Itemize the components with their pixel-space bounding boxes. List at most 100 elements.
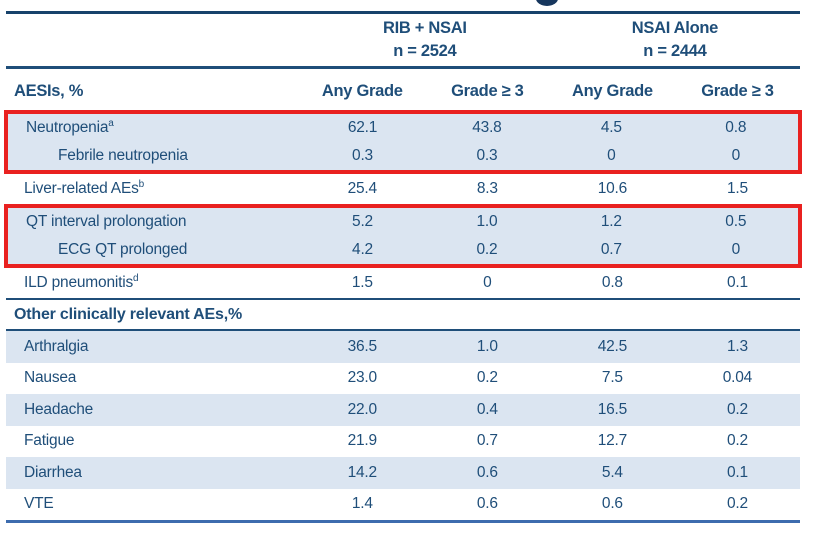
cell-value: 0.2 xyxy=(726,432,748,450)
section-divider-rule xyxy=(6,329,800,331)
cell-value: 23.0 xyxy=(347,369,378,387)
table-row: Neutropeniaa 62.1 43.8 4.5 0.8 xyxy=(8,114,798,142)
cell-value: 12.7 xyxy=(597,432,628,450)
row-label: Headache xyxy=(6,401,300,419)
table-row: VTE 1.4 0.6 0.6 0.2 xyxy=(6,488,800,520)
row-label: ECG QT prolonged xyxy=(8,241,300,259)
highlight-box-neutropenia: Neutropeniaa 62.1 43.8 4.5 0.8 Febrile n… xyxy=(4,110,802,174)
header-divider-rule xyxy=(6,66,800,69)
cell-value: 43.8 xyxy=(472,119,502,136)
cell-value: 0.2 xyxy=(476,241,498,258)
cell-value: 16.5 xyxy=(597,400,628,418)
group-n: n = 2444 xyxy=(643,42,707,60)
cell-value: 0.6 xyxy=(601,495,623,513)
cell-value: 8.3 xyxy=(476,180,498,197)
table-group-header-row: RIB + NSAI n = 2524 NSAI Alone n = 2444 xyxy=(6,14,800,66)
footnote-marker: d xyxy=(133,272,139,284)
cell-value: 21.9 xyxy=(347,432,378,450)
table-row: Fatigue 21.9 0.7 12.7 0.2 xyxy=(6,425,800,457)
row-label: Nausea xyxy=(6,369,300,387)
cell-value: 1.0 xyxy=(476,337,498,355)
row-label: Arthralgia xyxy=(6,338,300,356)
row-label: QT interval prolongation xyxy=(8,213,300,231)
row-label: VTE xyxy=(6,495,300,513)
group-n: n = 2524 xyxy=(393,42,457,60)
column-header-any-grade-1: Any Grade xyxy=(321,82,403,101)
table-row: Headache 22.0 0.4 16.5 0.2 xyxy=(6,394,800,426)
table-row: ECG QT prolonged 4.2 0.2 0.7 0 xyxy=(8,236,798,264)
cell-value: 62.1 xyxy=(347,119,378,136)
row-label: ILD pneumonitisd xyxy=(6,272,300,292)
cell-value: 4.2 xyxy=(352,241,373,258)
cell-value: 0.04 xyxy=(722,369,753,387)
column-header-grade3-1: Grade ≥ 3 xyxy=(451,82,524,101)
row-label-text: Nausea xyxy=(24,369,77,387)
row-label-text: Liver-related AEs xyxy=(24,180,139,197)
footnote-marker: b xyxy=(138,178,145,190)
cell-value: 0.6 xyxy=(476,495,498,513)
cell-value: 5.4 xyxy=(601,463,623,481)
cell-value: 0.3 xyxy=(352,147,373,164)
row-label-text: ILD pneumonitis xyxy=(24,274,134,291)
column-header-any-grade-2: Any Grade xyxy=(572,82,653,101)
cell-value: 7.5 xyxy=(601,369,623,387)
section-divider-rule xyxy=(6,298,800,300)
aesi-table: RIB + NSAI n = 2524 NSAI Alone n = 2444 … xyxy=(4,11,802,523)
column-header-row: AESIs, % Any Grade Grade ≥ 3 Any Grade G… xyxy=(6,69,800,111)
cell-value: 0.2 xyxy=(726,400,748,418)
row-label: Febrile neutropenia xyxy=(8,147,300,165)
cell-value: 0 xyxy=(483,274,492,291)
cell-value: 1.4 xyxy=(351,495,373,513)
cell-value: 0.1 xyxy=(726,463,748,481)
group-name: RIB + NSAI xyxy=(382,19,467,37)
footnote-marker: a xyxy=(108,117,114,129)
row-label-text: Headache xyxy=(24,400,94,418)
table-row: Diarrhea 14.2 0.6 5.4 0.1 xyxy=(6,457,800,489)
row-label: Liver-related AEsb xyxy=(6,178,300,198)
cell-value: 0.3 xyxy=(476,147,498,164)
cell-value: 0 xyxy=(731,241,741,258)
cell-value: 0.7 xyxy=(600,241,622,258)
group-name: NSAI Alone xyxy=(631,19,719,37)
highlight-box-qt: QT interval prolongation 5.2 1.0 1.2 0.5… xyxy=(4,204,802,268)
group-header-nsai-alone: NSAI Alone n = 2444 xyxy=(550,17,800,63)
cell-value: 1.5 xyxy=(726,180,748,197)
row-label: Neutropeniaa xyxy=(8,117,300,137)
table-row: Febrile neutropenia 0.3 0.3 0 0 xyxy=(8,142,798,170)
row-label-text: Neutropenia xyxy=(26,119,109,136)
cell-value: 1.5 xyxy=(351,274,373,291)
cell-value: 0.4 xyxy=(476,400,498,418)
table-row: Nausea 23.0 0.2 7.5 0.04 xyxy=(6,362,800,394)
cropped-title-glyph xyxy=(536,0,558,6)
cell-value: 0.2 xyxy=(476,369,498,387)
cell-value: 22.0 xyxy=(347,400,378,418)
cell-value: 0.5 xyxy=(725,213,747,230)
cell-value: 4.5 xyxy=(600,119,622,136)
row-label-text: Fatigue xyxy=(24,432,75,450)
cell-value: 0.2 xyxy=(726,495,748,513)
group-header-rib-nsai: RIB + NSAI n = 2524 xyxy=(300,17,550,63)
table-row: Liver-related AEsb 25.4 8.3 10.6 1.5 xyxy=(6,174,800,204)
column-header-aesis: AESIs, % xyxy=(14,82,84,101)
row-label-text: Febrile neutropenia xyxy=(58,147,188,164)
section-header-label: Other clinically relevant AEs,% xyxy=(14,305,242,323)
row-label-text: ECG QT prolonged xyxy=(58,241,188,258)
table-row: Arthralgia 36.5 1.0 42.5 1.3 xyxy=(6,331,800,363)
table-row: QT interval prolongation 5.2 1.0 1.2 0.5 xyxy=(8,208,798,236)
column-header-grade3-2: Grade ≥ 3 xyxy=(701,82,774,101)
cell-value: 0.8 xyxy=(725,119,747,136)
cell-value: 0.6 xyxy=(476,463,498,481)
cell-value: 25.4 xyxy=(347,180,378,197)
cell-value: 0.8 xyxy=(601,274,623,291)
cell-value: 1.3 xyxy=(726,337,748,355)
table-row: ILD pneumonitisd 1.5 0 0.8 0.1 xyxy=(6,268,800,298)
cell-value: 0 xyxy=(607,147,616,164)
section-header-row: Other clinically relevant AEs,% xyxy=(6,300,800,329)
table-top-rule xyxy=(6,11,800,14)
cell-value: 0.1 xyxy=(726,274,748,291)
cell-value: 1.2 xyxy=(600,213,622,230)
row-label-text: Arthralgia xyxy=(24,337,89,355)
cell-value: 0 xyxy=(731,147,741,164)
row-label: Diarrhea xyxy=(6,464,300,482)
